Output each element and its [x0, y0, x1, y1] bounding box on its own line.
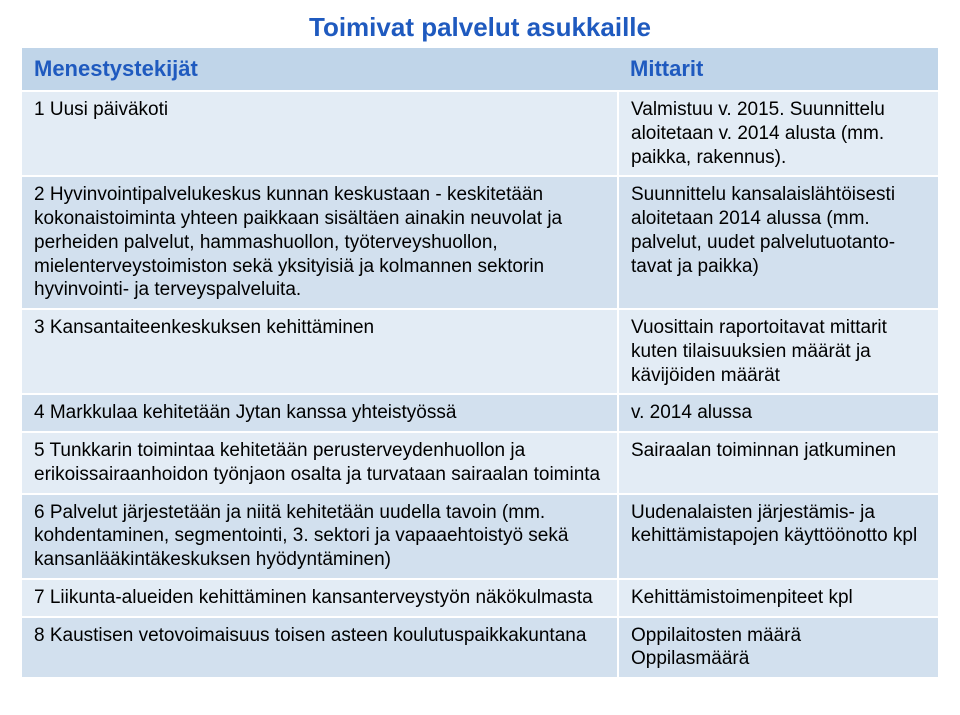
cell-left: 4 Markkulaa kehitetään Jytan kanssa yhte… — [22, 394, 618, 432]
cell-text: Valmistuu v. 2015. Suunnittelu aloitetaa… — [631, 99, 885, 168]
cell-left: 6 Palvelut järjestetään ja niitä kehitet… — [22, 494, 618, 579]
cell-right: Vuosittain raportoitavat mittarit kuten … — [618, 309, 938, 394]
cell-right: Oppilaitosten määrä Oppilasmäärä — [618, 617, 938, 679]
cell-text: 8 Kaustisen vetovoimaisuus toisen asteen… — [34, 625, 586, 646]
cell-text: 3 Kansantaiteenkeskuksen kehittäminen — [34, 317, 374, 338]
cell-right: Valmistuu v. 2015. Suunnittelu aloitetaa… — [618, 91, 938, 176]
cell-left: 2 Hyvinvointipalvelukeskus kunnan keskus… — [22, 176, 618, 309]
table-row: 2 Hyvinvointipalvelukeskus kunnan keskus… — [22, 176, 938, 309]
cell-left: 7 Liikunta-alueiden kehittäminen kansant… — [22, 579, 618, 617]
table-row: 6 Palvelut järjestetään ja niitä kehitet… — [22, 494, 938, 579]
cell-right: Kehittämistoimenpiteet kpl — [618, 579, 938, 617]
cell-right: Suunnittelu kansalaislähtöisesti aloitet… — [618, 176, 938, 309]
cell-left: 1 Uusi päiväkoti — [22, 91, 618, 176]
table-header-row: Menestystekijät Mittarit — [22, 48, 938, 91]
page-title: Toimivat palvelut asukkaille — [0, 12, 960, 43]
page-root: Toimivat palvelut asukkaille Menestystek… — [0, 0, 960, 715]
cell-text: 4 Markkulaa kehitetään Jytan kanssa yhte… — [34, 402, 456, 423]
cell-text: Vuosittain raportoitavat mittarit kuten … — [631, 317, 887, 386]
table-row: 8 Kaustisen vetovoimaisuus toisen asteen… — [22, 617, 938, 679]
content-table: Menestystekijät Mittarit 1 Uusi päiväkot… — [22, 48, 938, 679]
cell-text: 1 Uusi päiväkoti — [34, 99, 168, 120]
table-row: 4 Markkulaa kehitetään Jytan kanssa yhte… — [22, 394, 938, 432]
cell-text: 2 Hyvinvointipalvelukeskus kunnan keskus… — [34, 184, 562, 300]
table-row: 3 Kansantaiteenkeskuksen kehittäminen Vu… — [22, 309, 938, 394]
cell-left: 3 Kansantaiteenkeskuksen kehittäminen — [22, 309, 618, 394]
cell-text: 7 Liikunta-alueiden kehittäminen kansant… — [34, 587, 593, 608]
cell-text: 5 Tunkkarin toimintaa kehitetään peruste… — [34, 440, 600, 485]
cell-text: v. 2014 alussa — [631, 402, 752, 423]
cell-right: Sairaalan toiminnan jatkuminen — [618, 432, 938, 494]
col-header-left: Menestystekijät — [22, 48, 618, 91]
table-row: 5 Tunkkarin toimintaa kehitetään peruste… — [22, 432, 938, 494]
cell-text: Sairaalan toiminnan jatkuminen — [631, 440, 896, 461]
cell-text: 6 Palvelut järjestetään ja niitä kehitet… — [34, 502, 568, 571]
table-row: 1 Uusi päiväkoti Valmistuu v. 2015. Suun… — [22, 91, 938, 176]
cell-right: Uudenalaisten järjestämis- ja kehittämis… — [618, 494, 938, 579]
cell-text: Uudenalaisten järjestämis- ja kehittämis… — [631, 502, 917, 547]
cell-text: Oppilaitosten määrä Oppilasmäärä — [631, 625, 801, 670]
cell-text: Kehittämistoimenpiteet kpl — [631, 587, 853, 608]
cell-left: 5 Tunkkarin toimintaa kehitetään peruste… — [22, 432, 618, 494]
cell-text: Suunnittelu kansalaislähtöisesti aloitet… — [631, 184, 895, 276]
table-row: 7 Liikunta-alueiden kehittäminen kansant… — [22, 579, 938, 617]
col-header-right: Mittarit — [618, 48, 938, 91]
cell-left: 8 Kaustisen vetovoimaisuus toisen asteen… — [22, 617, 618, 679]
cell-right: v. 2014 alussa — [618, 394, 938, 432]
